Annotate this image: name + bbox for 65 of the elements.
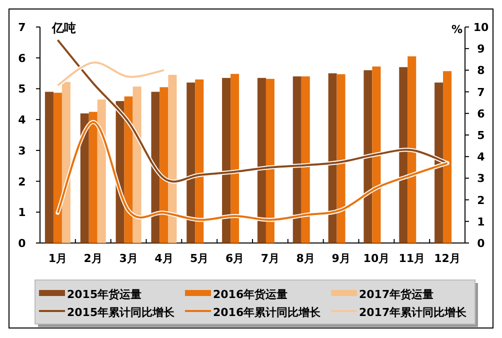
- x-tick-label: 12月: [434, 252, 460, 265]
- x-tick-label: 3月: [119, 252, 138, 265]
- bar: [336, 74, 346, 243]
- y2-tick-label: 10: [473, 21, 489, 34]
- y-tick-label: 7: [18, 21, 26, 34]
- x-tick-label: 4月: [154, 252, 174, 265]
- bar: [53, 92, 62, 243]
- legend-label: 2017年货运量: [359, 288, 434, 301]
- bar: [399, 67, 408, 243]
- bar: [292, 76, 302, 243]
- bar: [80, 113, 89, 243]
- legend-label: 2015年货运量: [67, 288, 142, 301]
- bar: [328, 73, 337, 243]
- bar: [44, 92, 54, 243]
- y-tick-label: 3: [18, 144, 26, 158]
- x-tick-label: 10月: [363, 252, 390, 265]
- y2-tick-label: 1: [477, 215, 485, 228]
- y2-tick-label: 4: [477, 150, 486, 164]
- y-tick-label: 0: [18, 237, 26, 250]
- y2-tick-label: 2: [477, 194, 485, 207]
- bar: [195, 79, 204, 243]
- y-axis-title: 亿吨: [51, 21, 76, 35]
- y-tick-label: 2: [18, 175, 26, 188]
- bar: [132, 86, 142, 243]
- bar: [186, 82, 196, 243]
- y-tick-label: 4: [18, 114, 26, 127]
- y2-tick-label: 8: [477, 64, 485, 78]
- y2-tick-label: 5: [477, 129, 485, 142]
- legend-label: 2016年累计同比增长: [213, 306, 322, 319]
- x-tick-label: 9月: [332, 252, 350, 265]
- bar: [151, 92, 160, 243]
- legend-label: 2017年累计同比增长: [359, 306, 468, 319]
- bar: [364, 70, 372, 243]
- bar: [97, 100, 106, 243]
- x-tick-label: 2月: [84, 252, 102, 265]
- bar: [372, 66, 381, 243]
- y2-tick-label: 0: [477, 237, 486, 250]
- y2-tick-label: 6: [477, 107, 486, 120]
- legend-label: 2016年货运量: [213, 288, 288, 301]
- x-tick-label: 7月: [260, 252, 280, 265]
- x-tick-label: 8月: [296, 252, 315, 265]
- bar: [124, 96, 133, 243]
- bar: [408, 56, 416, 243]
- bar: [301, 76, 310, 243]
- legend-label: 2015年累计同比增长: [67, 306, 176, 319]
- bar: [257, 78, 266, 243]
- bar: [266, 78, 274, 243]
- y-tick-label: 1: [18, 206, 26, 220]
- bar: [222, 78, 231, 243]
- bar: [160, 87, 168, 243]
- y2-axis-title: %: [451, 23, 463, 36]
- x-tick-label: 6月: [225, 252, 244, 265]
- bar: [443, 71, 452, 243]
- y2-tick-label: 3: [477, 172, 485, 186]
- bar: [88, 112, 98, 243]
- y-tick-label: 6: [18, 52, 26, 65]
- y-tick-label: 5: [18, 82, 26, 96]
- x-tick-label: 11月: [398, 252, 426, 265]
- bar: [434, 82, 444, 243]
- y2-tick-label: 7: [477, 86, 485, 99]
- y2-tick-label: 9: [477, 42, 485, 56]
- bar: [168, 74, 177, 243]
- bar: [230, 74, 240, 243]
- x-tick-label: 5月: [190, 252, 209, 265]
- x-tick-label: 1月: [48, 252, 68, 265]
